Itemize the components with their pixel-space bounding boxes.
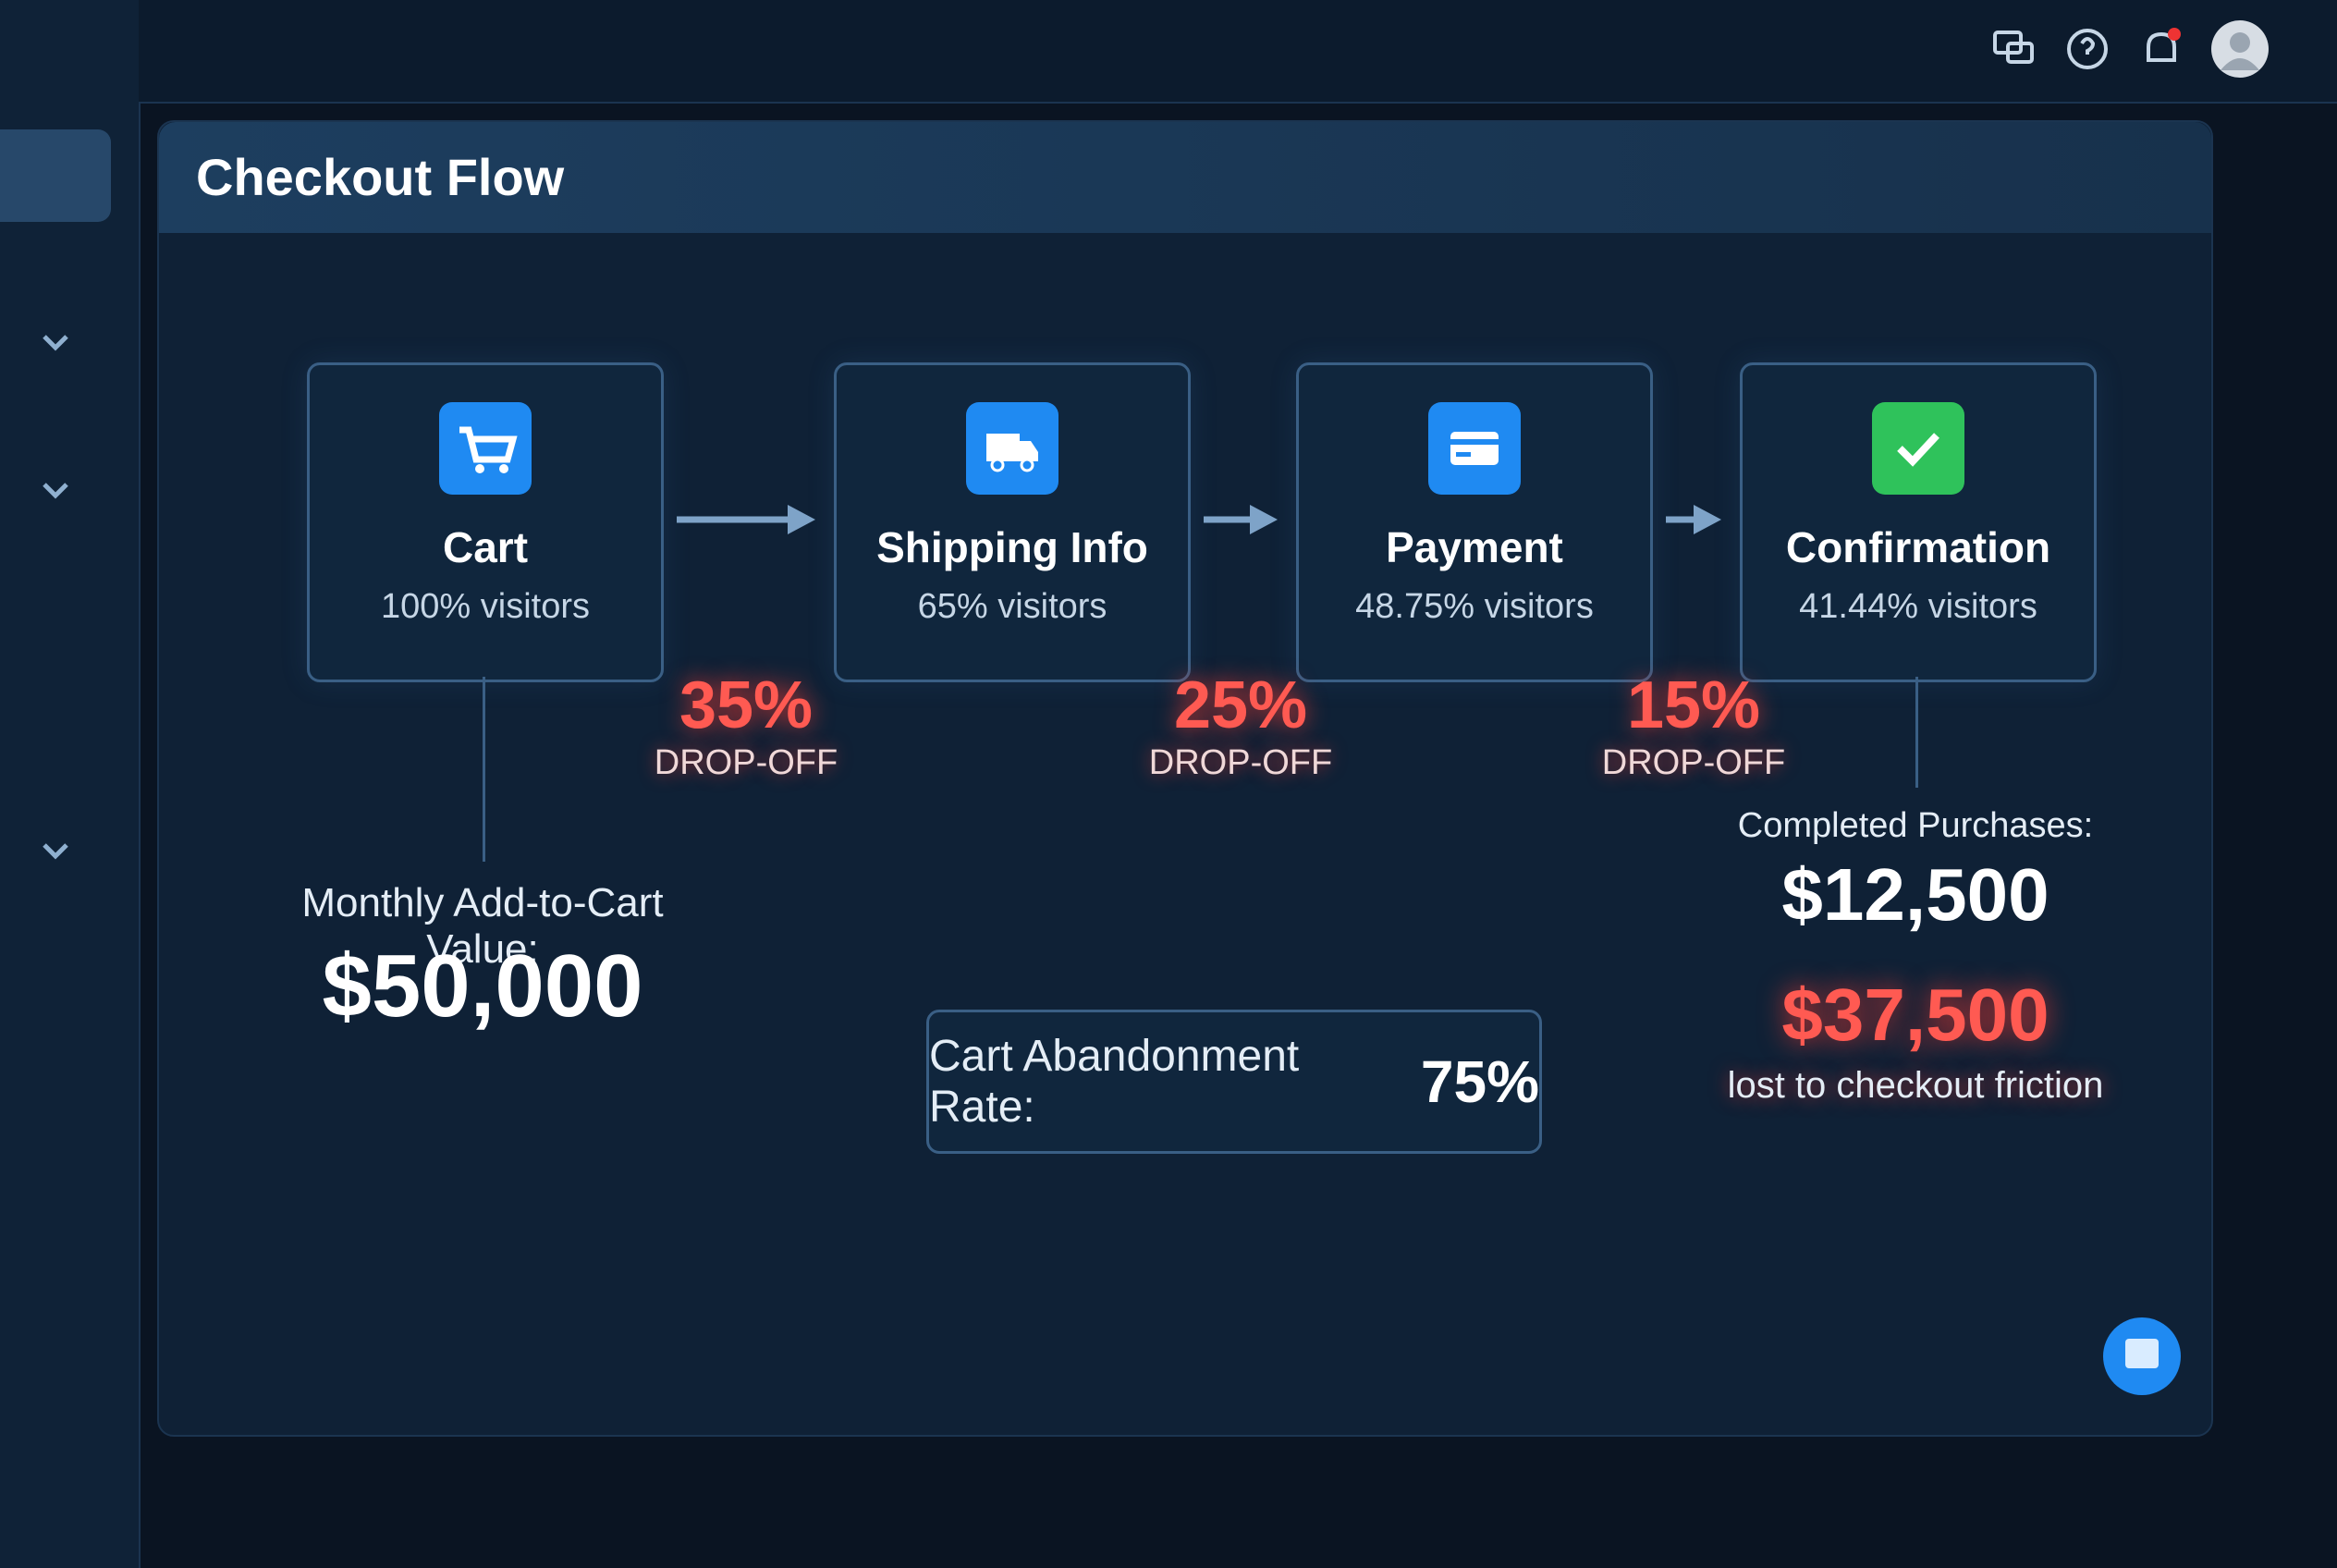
expand-chevron[interactable] bbox=[37, 832, 74, 869]
panel-title: Checkout Flow bbox=[196, 148, 565, 206]
funnel-step: Payment 48.75% visitors bbox=[1296, 362, 1653, 682]
lost-label: lost to checkout friction bbox=[1727, 1065, 2104, 1106]
step-icon bbox=[1428, 402, 1521, 495]
panel-header: Checkout Flow bbox=[159, 122, 2211, 233]
funnel-step: Cart 100% visitors bbox=[307, 362, 664, 682]
top-bar bbox=[139, 0, 2337, 104]
messages-icon[interactable] bbox=[1988, 23, 2039, 75]
abandonment-box: Cart Abandonment Rate: 75% bbox=[926, 1010, 1542, 1154]
abandonment-label: Cart Abandonment Rate: bbox=[929, 1032, 1300, 1132]
step-icon bbox=[439, 402, 532, 495]
user-avatar[interactable] bbox=[2209, 18, 2270, 80]
expand-chevron[interactable] bbox=[37, 472, 74, 508]
funnel-step: Shipping Info 65% visitors bbox=[834, 362, 1191, 682]
funnel-step: Confirmation 41.44% visitors bbox=[1740, 362, 2097, 682]
connector-line bbox=[1915, 677, 1918, 788]
abandonment-value: 75% bbox=[1420, 1048, 1539, 1115]
flow-arrow bbox=[1666, 505, 1721, 534]
notifications-icon[interactable] bbox=[2135, 23, 2187, 75]
flow-arrow bbox=[677, 505, 815, 534]
step-label: Confirmation bbox=[1785, 523, 2051, 571]
completed-label: Completed Purchases: bbox=[1737, 806, 2094, 845]
step-visitors: 41.44% visitors bbox=[1799, 587, 2037, 626]
completed-value: $12,500 bbox=[1781, 853, 2049, 936]
drop-off-label: DROP-OFF bbox=[1601, 743, 1786, 782]
step-visitors: 100% visitors bbox=[381, 587, 590, 626]
drop-off-percent: 15% bbox=[1626, 668, 1761, 742]
add-to-cart-value: $50,000 bbox=[322, 937, 643, 1035]
drop-off: 15% DROP-OFF bbox=[1573, 668, 1814, 783]
connector-line bbox=[483, 677, 485, 862]
sidebar bbox=[0, 0, 141, 1568]
step-icon bbox=[1872, 402, 1964, 495]
step-icon bbox=[966, 402, 1058, 495]
expand-chevron[interactable] bbox=[37, 324, 74, 361]
add-to-cart-label: Monthly Add-to-Cart Value: bbox=[301, 880, 664, 972]
step-visitors: 65% visitors bbox=[917, 587, 1107, 626]
help-icon[interactable] bbox=[2062, 23, 2113, 75]
lost-value: $37,500 bbox=[1781, 974, 2049, 1056]
step-visitors: 48.75% visitors bbox=[1355, 587, 1594, 626]
sidebar-selected-item[interactable] bbox=[0, 129, 111, 222]
flow-arrow bbox=[1204, 505, 1278, 534]
drop-off: 25% DROP-OFF bbox=[1120, 668, 1361, 783]
checkout-panel: Checkout Flow Cart 100% visitors Shipping … bbox=[157, 120, 2213, 1437]
drop-off-percent: 35% bbox=[679, 668, 814, 742]
drop-off-percent: 25% bbox=[1173, 668, 1308, 742]
step-label: Shipping Info bbox=[876, 523, 1148, 571]
drop-off-label: DROP-OFF bbox=[1148, 743, 1333, 782]
step-label: Cart bbox=[442, 523, 529, 571]
drop-off-label: DROP-OFF bbox=[654, 743, 838, 782]
funnel: Cart 100% visitors Shipping Info 65% visito… bbox=[159, 122, 2211, 1435]
step-label: Payment bbox=[1386, 523, 1563, 571]
chat-button[interactable] bbox=[2100, 1315, 2184, 1398]
drop-off: 35% DROP-OFF bbox=[626, 668, 866, 783]
